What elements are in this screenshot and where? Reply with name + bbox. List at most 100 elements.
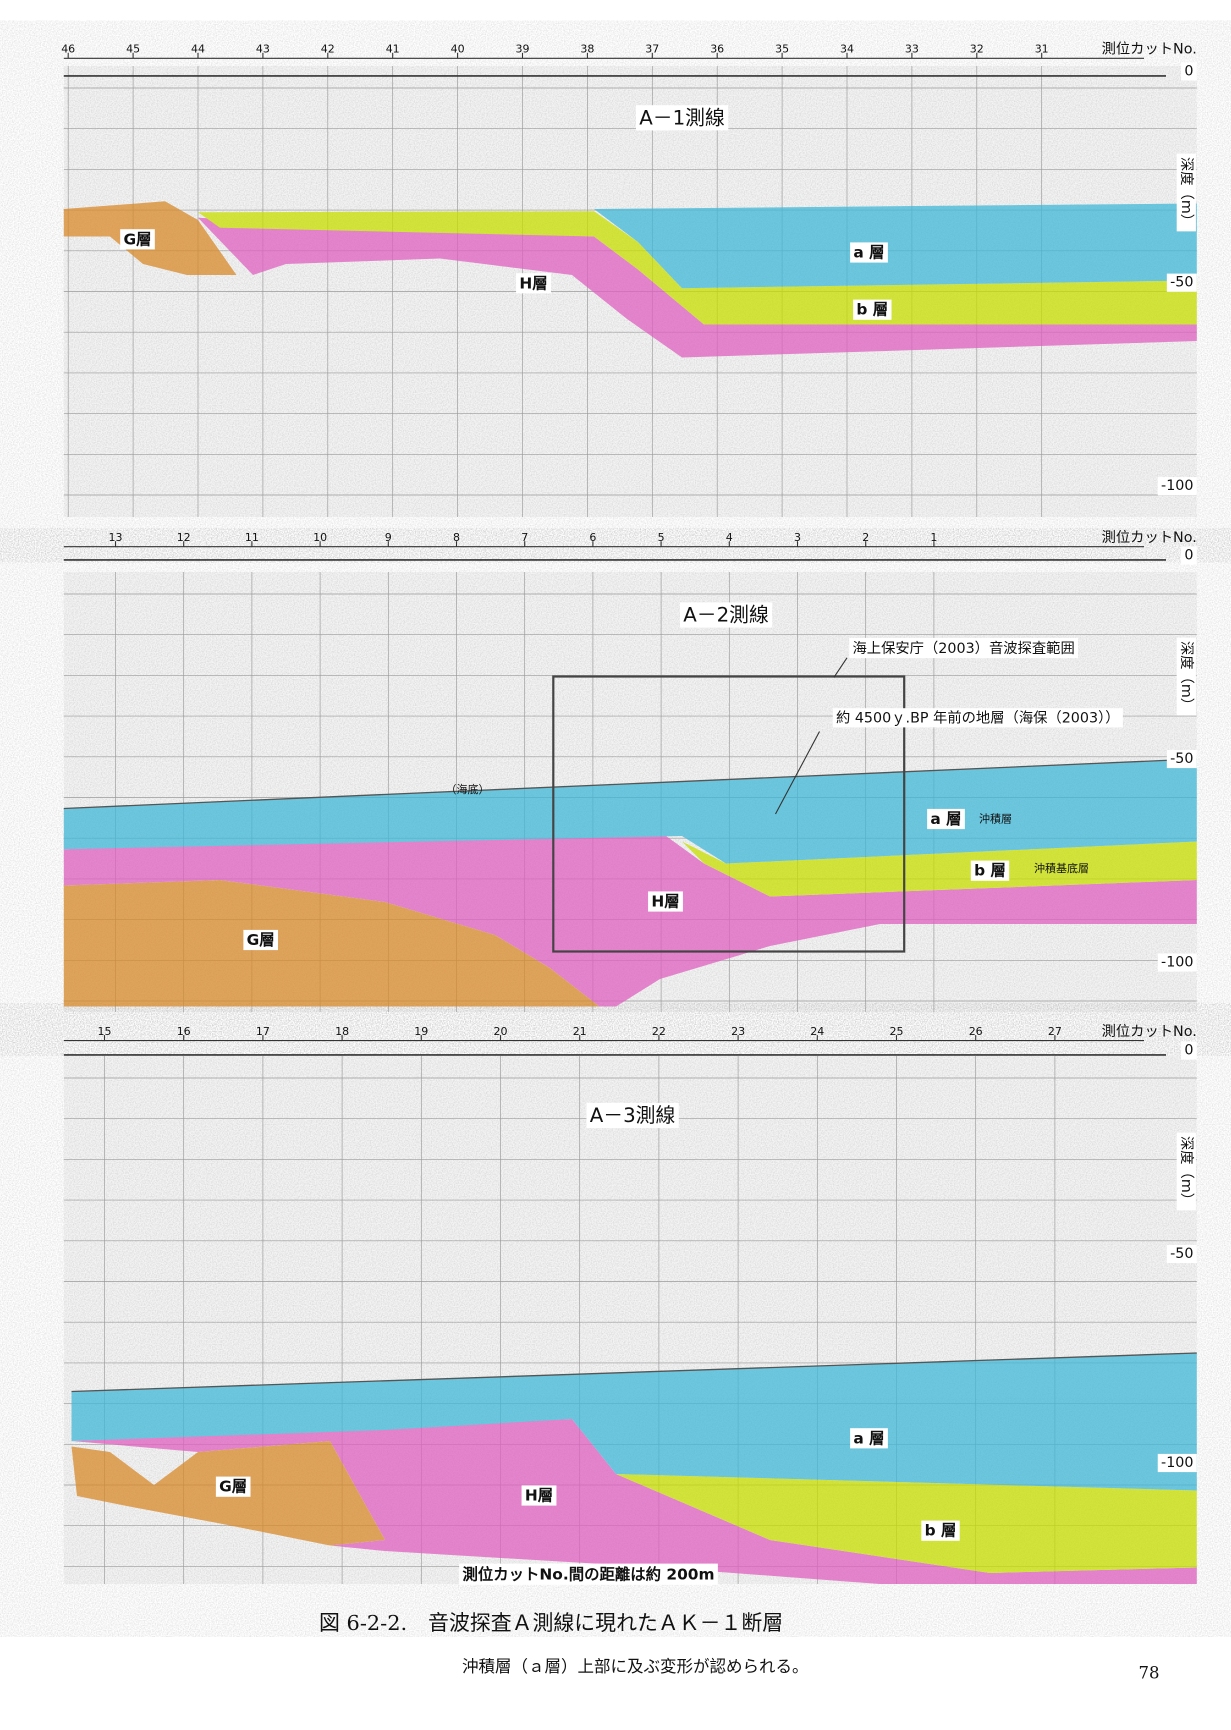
depth-label: -50 [1170, 275, 1193, 291]
station-number: 13 [109, 531, 123, 544]
label-box [850, 1428, 888, 1449]
station-number: 21 [573, 1025, 587, 1038]
survey-range-box [552, 675, 906, 953]
layer-a [63, 759, 1197, 864]
label-box [516, 273, 551, 294]
station-number: 42 [321, 43, 335, 56]
station-number: 2 [862, 531, 869, 544]
station-number: 46 [61, 43, 75, 56]
label-box [521, 1485, 557, 1506]
station-number: 8 [453, 531, 460, 544]
station-number: 15 [98, 1025, 112, 1038]
station-number: 37 [645, 43, 659, 56]
station-number: 36 [710, 43, 724, 56]
layer-label: G層 [123, 230, 151, 248]
label-box [243, 929, 279, 951]
depth-axis-title: 深度（m） [1178, 641, 1195, 712]
station-number: 24 [810, 1025, 824, 1038]
label-box [120, 229, 155, 250]
annotation: 海上保安庁（2003）音波探査範囲 [853, 639, 1075, 657]
station-number: 18 [335, 1025, 349, 1038]
profile-title: A－1測線 [639, 106, 725, 129]
station-number: 32 [970, 43, 984, 56]
label-box [1181, 546, 1197, 565]
annotation: 測位カットNo.間の距離は約 200m [462, 1565, 714, 1584]
station-number: 10 [313, 531, 327, 544]
layer-b [616, 1474, 1197, 1573]
layer-b [198, 211, 1197, 325]
profile-title: A－2測線 [683, 604, 769, 627]
layer-label: a 層 [930, 810, 961, 828]
label-box [459, 1563, 718, 1585]
layer-label: b 層 [925, 1522, 957, 1540]
station-number: 17 [256, 1025, 270, 1038]
label-box [1166, 749, 1197, 769]
layer-a [594, 203, 1197, 289]
layer-a [71, 1353, 1197, 1491]
layer-label: b 層 [856, 301, 888, 319]
depth-label: -100 [1161, 478, 1193, 494]
label-box [921, 1520, 960, 1541]
depth-label: 0 [1184, 548, 1193, 564]
station-number: 41 [386, 43, 400, 56]
depth-label: 0 [1184, 64, 1193, 80]
profile-title: A－3測線 [590, 1104, 676, 1127]
layer-label: a 層 [853, 244, 884, 262]
annotation: 沖積層 [979, 812, 1012, 826]
station-number: 45 [126, 43, 140, 56]
layer-label: H層 [651, 892, 679, 910]
station-number: 31 [1035, 43, 1049, 56]
layer-h [71, 1419, 1197, 1584]
page-number: 78 [1139, 1664, 1160, 1683]
station-number: 25 [890, 1025, 904, 1038]
station-number: 20 [494, 1025, 508, 1038]
station-number: 7 [521, 531, 528, 544]
figure-caption: 図 6-2-2. 音波探査Ａ測線に現れたＡＫ－１断層 [319, 1611, 783, 1635]
station-number: 33 [905, 43, 919, 56]
label-box [648, 891, 683, 912]
label-box [215, 1476, 251, 1497]
layer-label: a 層 [853, 1429, 884, 1447]
station-header: 測位カットNo. [1102, 529, 1197, 546]
station-number: 40 [451, 43, 465, 56]
leader-line [833, 657, 848, 678]
station-number: 12 [177, 531, 191, 544]
depth-label: 0 [1184, 1043, 1193, 1059]
layer-h [198, 217, 1197, 358]
label-box [1181, 62, 1197, 81]
depth-label: -50 [1170, 751, 1193, 767]
seafloor-line [71, 1352, 1197, 1393]
station-number: 19 [414, 1025, 428, 1038]
label-box [635, 105, 729, 131]
label-box [850, 242, 888, 263]
station-number: 3 [794, 531, 801, 544]
layer-label: H層 [525, 1487, 553, 1505]
leader-line [775, 731, 820, 815]
depth-label: -100 [1161, 1455, 1193, 1471]
station-number: 6 [589, 531, 596, 544]
station-number: 35 [775, 43, 789, 56]
label-box [586, 1102, 679, 1129]
station-number: 9 [385, 531, 392, 544]
label-box [1157, 1453, 1197, 1473]
layer-h [63, 831, 1197, 1007]
layer-b [682, 841, 1197, 897]
station-number: 1 [930, 531, 937, 544]
label-box [1176, 1132, 1196, 1211]
label-box [1176, 637, 1196, 716]
depth-label: -100 [1161, 955, 1193, 971]
annotation: （海底） [446, 782, 490, 796]
label-box [832, 708, 1123, 728]
layers-a2 [63, 759, 1197, 1007]
label-box [1166, 1244, 1197, 1264]
label-box [1181, 1041, 1197, 1060]
station-number: 27 [1048, 1025, 1062, 1038]
station-number: 16 [177, 1025, 191, 1038]
depth-axis-title: 深度（m） [1178, 1136, 1195, 1207]
station-header: 測位カットNo. [1102, 1023, 1197, 1040]
station-number: 43 [256, 43, 270, 56]
label-box [849, 637, 1079, 659]
label-box [1166, 273, 1197, 292]
annotation: 約 4500ｙ.BP 年前の地層（海保（2003）） [836, 709, 1120, 726]
